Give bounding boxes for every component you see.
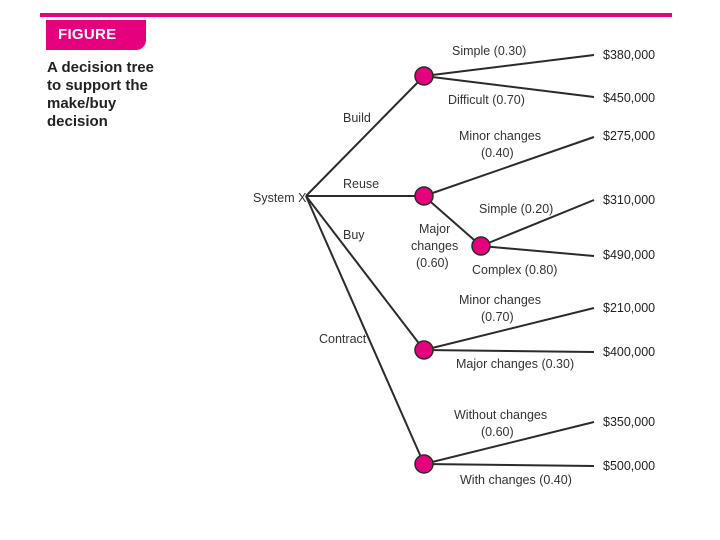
edge-reuse-major — [423, 195, 482, 247]
header-rule — [40, 13, 672, 17]
figure-caption: A decision tree to support the make/buy … — [47, 59, 154, 130]
branch-build-difficult: Difficult (0.70) — [448, 93, 525, 107]
tree-edges — [305, 54, 595, 467]
cost-major-simple: $310,000 — [603, 193, 655, 207]
node-buy — [414, 340, 434, 360]
option-buy: Buy — [343, 228, 365, 242]
branch-build-simple: Simple (0.30) — [452, 44, 526, 58]
edge-buy-major — [423, 349, 595, 353]
cost-contract-with: $500,000 — [603, 459, 655, 473]
edge-contract — [305, 195, 425, 465]
branch-contract-without-2: (0.60) — [481, 425, 514, 439]
branch-contract-with: With changes (0.40) — [460, 473, 572, 487]
branch-buy-minor-2: (0.70) — [481, 310, 514, 324]
edge-reuse-minor — [423, 136, 595, 197]
cost-reuse-minor: $275,000 — [603, 129, 655, 143]
branch-major-simple: Simple (0.20) — [479, 202, 553, 216]
edge-contract-without — [423, 421, 595, 465]
cost-contract-without: $350,000 — [603, 415, 655, 429]
edge-buy — [305, 195, 425, 351]
branch-contract-without-1: Without changes — [454, 408, 547, 422]
node-major-changes — [471, 236, 491, 256]
node-contract — [414, 454, 434, 474]
branch-reuse-major-2: changes — [411, 239, 458, 253]
branch-major-complex: Complex (0.80) — [472, 263, 557, 277]
cost-buy-major: $400,000 — [603, 345, 655, 359]
cost-major-complex: $490,000 — [603, 248, 655, 262]
branch-reuse-minor-2: (0.40) — [481, 146, 514, 160]
branch-reuse-major-1: Major — [419, 222, 450, 236]
branch-buy-major: Major changes (0.30) — [456, 357, 574, 371]
node-reuse — [414, 186, 434, 206]
figure-badge: FIGURE 26.8 — [46, 20, 146, 73]
cost-buy-minor: $210,000 — [603, 301, 655, 315]
edge-major-simple — [480, 199, 595, 247]
edge-contract-with — [423, 463, 595, 467]
edge-build-simple — [423, 54, 595, 77]
node-build — [414, 66, 434, 86]
edge-build-difficult — [423, 75, 595, 98]
branch-reuse-minor-1: Minor changes — [459, 129, 541, 143]
cost-build-difficult: $450,000 — [603, 91, 655, 105]
edge-buy-minor — [423, 307, 595, 351]
branch-buy-minor-1: Minor changes — [459, 293, 541, 307]
edge-major-complex — [480, 245, 595, 257]
cost-build-simple: $380,000 — [603, 48, 655, 62]
edge-build — [305, 75, 425, 197]
chance-nodes — [414, 66, 491, 474]
option-reuse: Reuse — [343, 177, 379, 191]
option-build: Build — [343, 111, 371, 125]
option-contract: Contract — [319, 332, 367, 346]
root-label: System X — [253, 191, 307, 205]
branch-reuse-major-3: (0.60) — [416, 256, 449, 270]
